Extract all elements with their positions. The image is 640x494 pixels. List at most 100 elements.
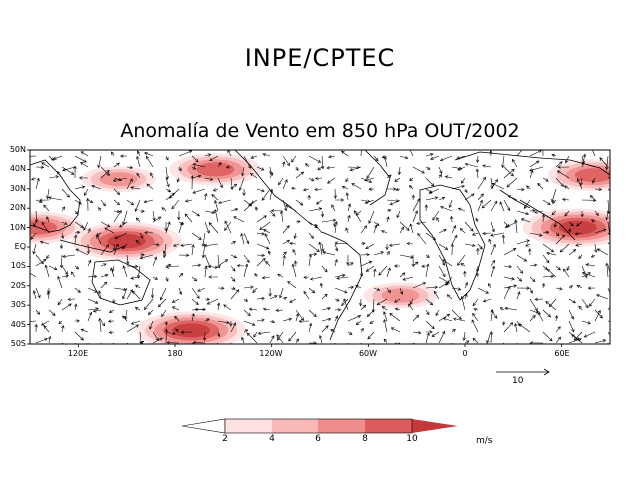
wind-vector bbox=[541, 213, 546, 223]
wind-vector bbox=[80, 151, 89, 157]
wind-vector bbox=[214, 209, 219, 223]
wind-vector bbox=[555, 336, 561, 344]
wind-vector bbox=[355, 285, 362, 289]
wind-vector bbox=[248, 307, 258, 312]
wind-vector bbox=[556, 170, 570, 179]
wind-vector bbox=[74, 230, 81, 235]
wind-vector bbox=[394, 307, 401, 311]
wind-vector bbox=[74, 185, 86, 190]
wind-vector bbox=[514, 219, 518, 234]
wind-vector bbox=[358, 298, 363, 307]
wind-vector bbox=[269, 319, 276, 324]
anomaly-contour bbox=[574, 168, 610, 183]
wind-vector bbox=[390, 327, 401, 333]
wind-vector bbox=[451, 328, 456, 333]
wind-vector bbox=[425, 177, 435, 187]
wind-vector bbox=[475, 217, 479, 223]
wind-vector bbox=[321, 317, 332, 322]
wind-vector bbox=[191, 244, 195, 256]
wind-vector bbox=[191, 313, 195, 322]
wind-vector bbox=[61, 188, 70, 198]
wind-vector bbox=[383, 318, 388, 333]
wind-vector bbox=[218, 199, 232, 205]
wind-vector bbox=[230, 207, 239, 212]
wind-vector bbox=[360, 327, 364, 333]
wind-vector bbox=[87, 287, 98, 293]
wind-vector bbox=[30, 232, 37, 240]
wind-vector bbox=[321, 243, 325, 253]
wind-vector bbox=[236, 263, 245, 268]
wind-vector bbox=[399, 272, 406, 278]
wind-vector bbox=[243, 263, 249, 278]
wind-vector bbox=[562, 197, 570, 202]
wind-vector bbox=[435, 309, 440, 317]
lat-label: 40S bbox=[10, 320, 26, 329]
wind-vector bbox=[173, 243, 180, 247]
wind-vector bbox=[253, 331, 258, 338]
wind-vector bbox=[122, 265, 128, 278]
wind-vector bbox=[472, 298, 479, 307]
wind-vector bbox=[442, 259, 453, 267]
wind-vector bbox=[34, 323, 38, 333]
wind-vector bbox=[346, 254, 350, 266]
wind-vector bbox=[529, 276, 536, 282]
wind-vector bbox=[516, 254, 528, 262]
wind-vector bbox=[537, 182, 544, 190]
wind-vector bbox=[309, 276, 323, 281]
wind-vector bbox=[241, 336, 245, 344]
wind-vector bbox=[399, 254, 414, 259]
wind-vector bbox=[528, 248, 532, 256]
wind-vector bbox=[351, 183, 362, 190]
wind-vector bbox=[416, 221, 427, 225]
coastlines bbox=[30, 150, 610, 341]
wind-vector bbox=[565, 155, 570, 164]
wind-vector bbox=[555, 234, 565, 245]
wind-vector bbox=[385, 243, 389, 251]
wind-vector bbox=[178, 253, 190, 257]
wind-vector bbox=[144, 152, 154, 157]
wind-vector bbox=[211, 194, 219, 201]
wind-vector bbox=[576, 178, 583, 190]
wind-vector bbox=[293, 260, 298, 267]
wind-vector bbox=[87, 298, 99, 304]
wind-vector bbox=[161, 207, 167, 212]
wind-vector bbox=[256, 296, 265, 301]
wind-vector bbox=[529, 169, 534, 179]
wind-vector bbox=[194, 307, 206, 312]
wind-vector bbox=[165, 221, 171, 234]
wind-vector bbox=[241, 166, 245, 177]
wind-vector bbox=[373, 224, 378, 234]
wind-vector bbox=[126, 289, 133, 300]
wind-vector bbox=[152, 242, 160, 247]
wind-vector bbox=[265, 260, 271, 267]
wind-vector bbox=[171, 298, 180, 303]
wind-vector bbox=[216, 302, 221, 311]
wind-vector bbox=[438, 254, 445, 266]
wind-vector bbox=[192, 163, 206, 168]
wind-vector bbox=[477, 243, 483, 250]
wind-vector bbox=[204, 221, 210, 234]
wind-vector bbox=[291, 263, 297, 278]
wind-vector bbox=[308, 309, 317, 318]
wind-vector bbox=[546, 251, 557, 256]
wind-vector bbox=[246, 332, 258, 344]
wind-vector bbox=[490, 259, 496, 267]
wind-vector bbox=[542, 243, 555, 253]
wind-vectors bbox=[30, 150, 610, 344]
wind-vector bbox=[295, 171, 305, 179]
wind-vector bbox=[349, 166, 362, 172]
wind-vector bbox=[457, 254, 466, 266]
wind-vector bbox=[334, 273, 346, 278]
wind-vector bbox=[48, 265, 58, 271]
wind-vector bbox=[433, 290, 440, 300]
wind-vector bbox=[114, 232, 128, 240]
wind-vector bbox=[489, 150, 493, 157]
wind-vector bbox=[399, 226, 405, 234]
wind-vector bbox=[308, 253, 313, 267]
wind-vector bbox=[30, 177, 37, 181]
wind-vector bbox=[250, 199, 258, 204]
wind-vector bbox=[202, 331, 207, 342]
wind-vector bbox=[243, 298, 249, 302]
wind-vector bbox=[139, 232, 144, 239]
wind-vector bbox=[321, 218, 337, 223]
